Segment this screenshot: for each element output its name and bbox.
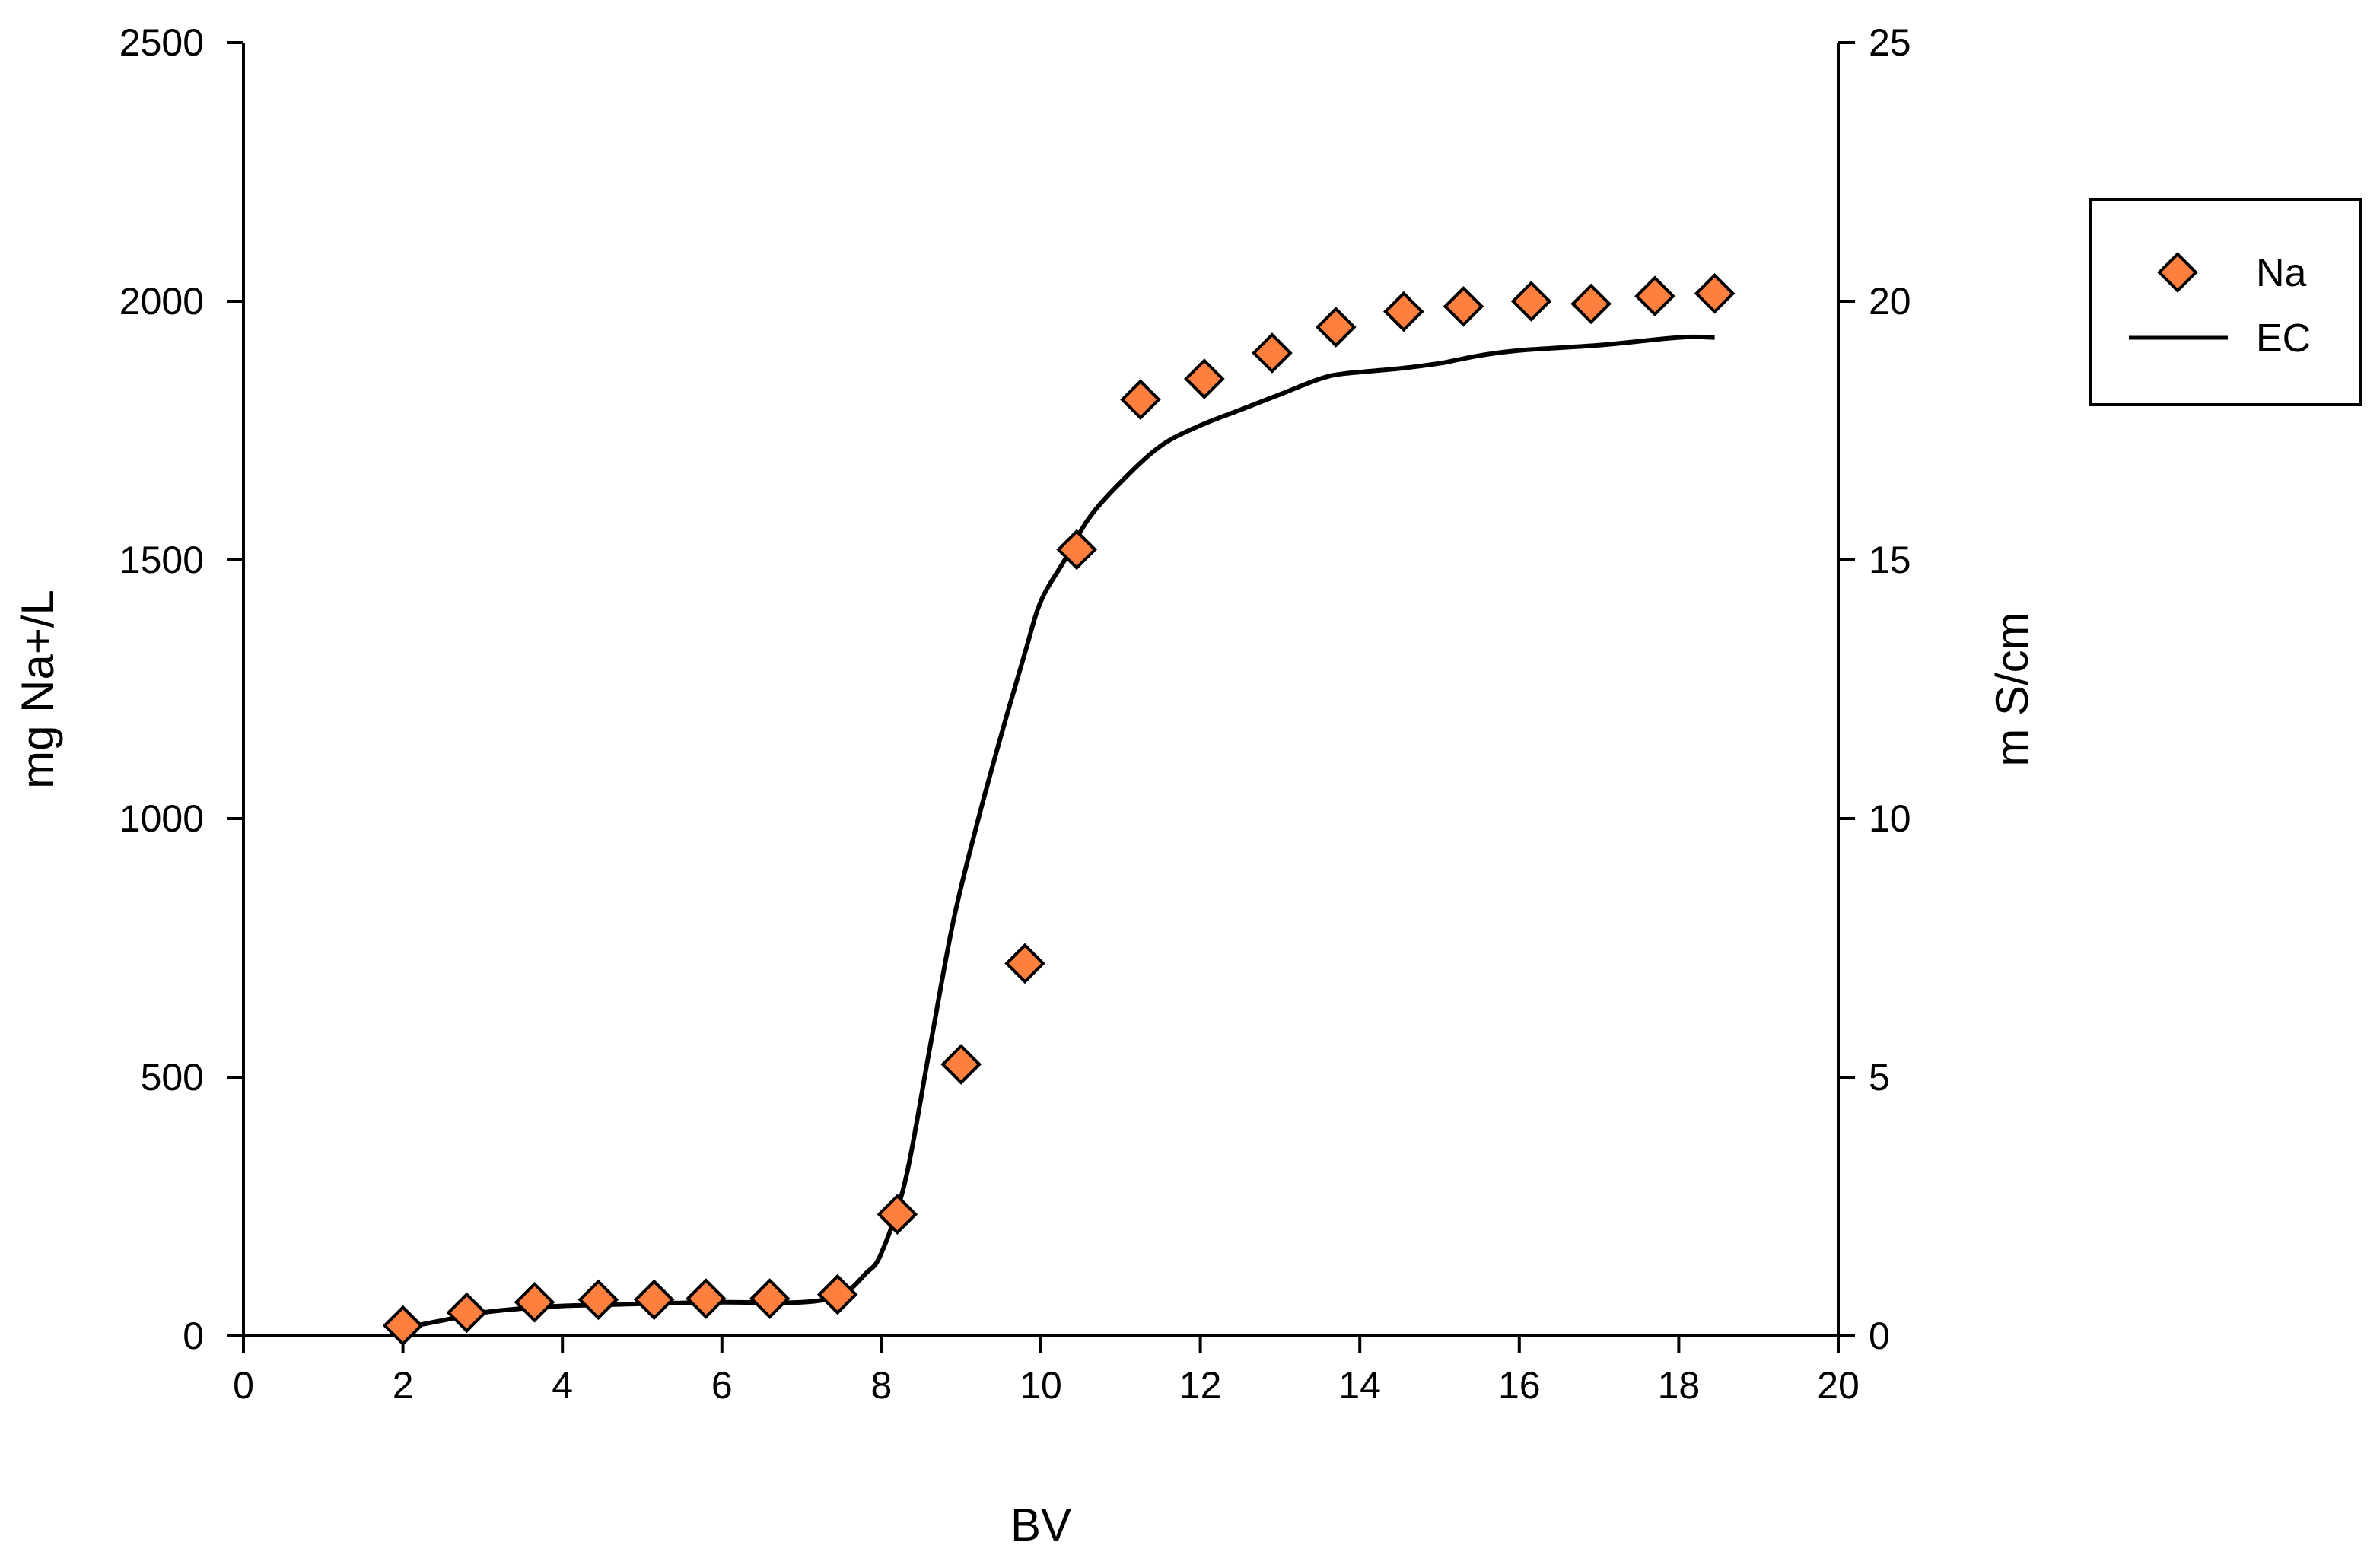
y-axis-title: mg Na+/L	[12, 590, 63, 789]
y2-axis-title: m S/cm	[1987, 612, 2038, 766]
na-point	[686, 1278, 727, 1319]
na-point	[1510, 281, 1552, 322]
x-tick-label: 4	[552, 1364, 573, 1407]
legend-box	[2089, 198, 2362, 406]
y2-tick-label: 15	[1869, 539, 1911, 581]
na-point	[1443, 285, 1484, 327]
na-point	[1694, 272, 1736, 314]
na-point	[1315, 307, 1357, 348]
y-tick-label: 0	[183, 1315, 204, 1357]
axes	[242, 43, 1840, 1337]
ec-series	[402, 334, 1715, 1331]
na-point	[446, 1292, 488, 1334]
na-point	[1056, 529, 1097, 571]
y2-tick-label: 20	[1869, 280, 1911, 323]
ticks: 0 2 4 6 8 10 12 14 16 18 2005001000150020002500051…	[119, 21, 1911, 1407]
na-series	[382, 272, 1736, 1347]
x-tick-label: 14	[1338, 1364, 1381, 1407]
na-point	[578, 1279, 619, 1321]
y2-tick-label: 10	[1869, 797, 1911, 840]
y2-tick-label: 25	[1869, 21, 1911, 64]
legend-ec-label: EC	[2256, 316, 2311, 361]
y-tick-label: 500	[141, 1056, 204, 1099]
x-tick-label: 20	[1817, 1364, 1860, 1407]
na-point	[382, 1305, 424, 1347]
x-axis-title: BV	[1010, 1499, 1071, 1550]
legend-na-marker	[2157, 252, 2198, 293]
na-point	[1570, 283, 1612, 325]
y-tick-label: 1000	[119, 797, 204, 840]
na-point	[749, 1278, 791, 1319]
x-tick-label: 10	[1020, 1364, 1062, 1407]
na-point	[514, 1281, 555, 1323]
y2-tick-label: 5	[1869, 1056, 1890, 1099]
x-tick-label: 12	[1179, 1364, 1222, 1407]
na-point	[877, 1194, 918, 1235]
x-tick-label: 16	[1498, 1364, 1541, 1407]
na-point	[816, 1274, 858, 1315]
x-tick-label: 2	[393, 1364, 414, 1407]
na-point	[1120, 379, 1161, 421]
x-tick-label: 0	[233, 1364, 254, 1407]
legend-na-label: Na	[2256, 251, 2307, 295]
y2-tick-label: 0	[1869, 1315, 1890, 1357]
x-tick-label: 18	[1658, 1364, 1701, 1407]
y-tick-label: 2000	[119, 280, 204, 323]
na-point	[1252, 332, 1293, 374]
na-point	[1634, 275, 1675, 317]
na-point	[1004, 943, 1045, 984]
x-tick-label: 6	[711, 1364, 733, 1407]
na-point	[940, 1044, 982, 1085]
na-point	[1383, 291, 1424, 332]
ec-line	[402, 334, 1715, 1331]
x-tick-label: 8	[870, 1364, 892, 1407]
na-point	[633, 1279, 675, 1321]
y-tick-label: 2500	[119, 21, 204, 64]
y-tick-label: 1500	[119, 539, 204, 581]
na-point	[1184, 358, 1225, 399]
legend: Na EC	[2089, 198, 2362, 406]
